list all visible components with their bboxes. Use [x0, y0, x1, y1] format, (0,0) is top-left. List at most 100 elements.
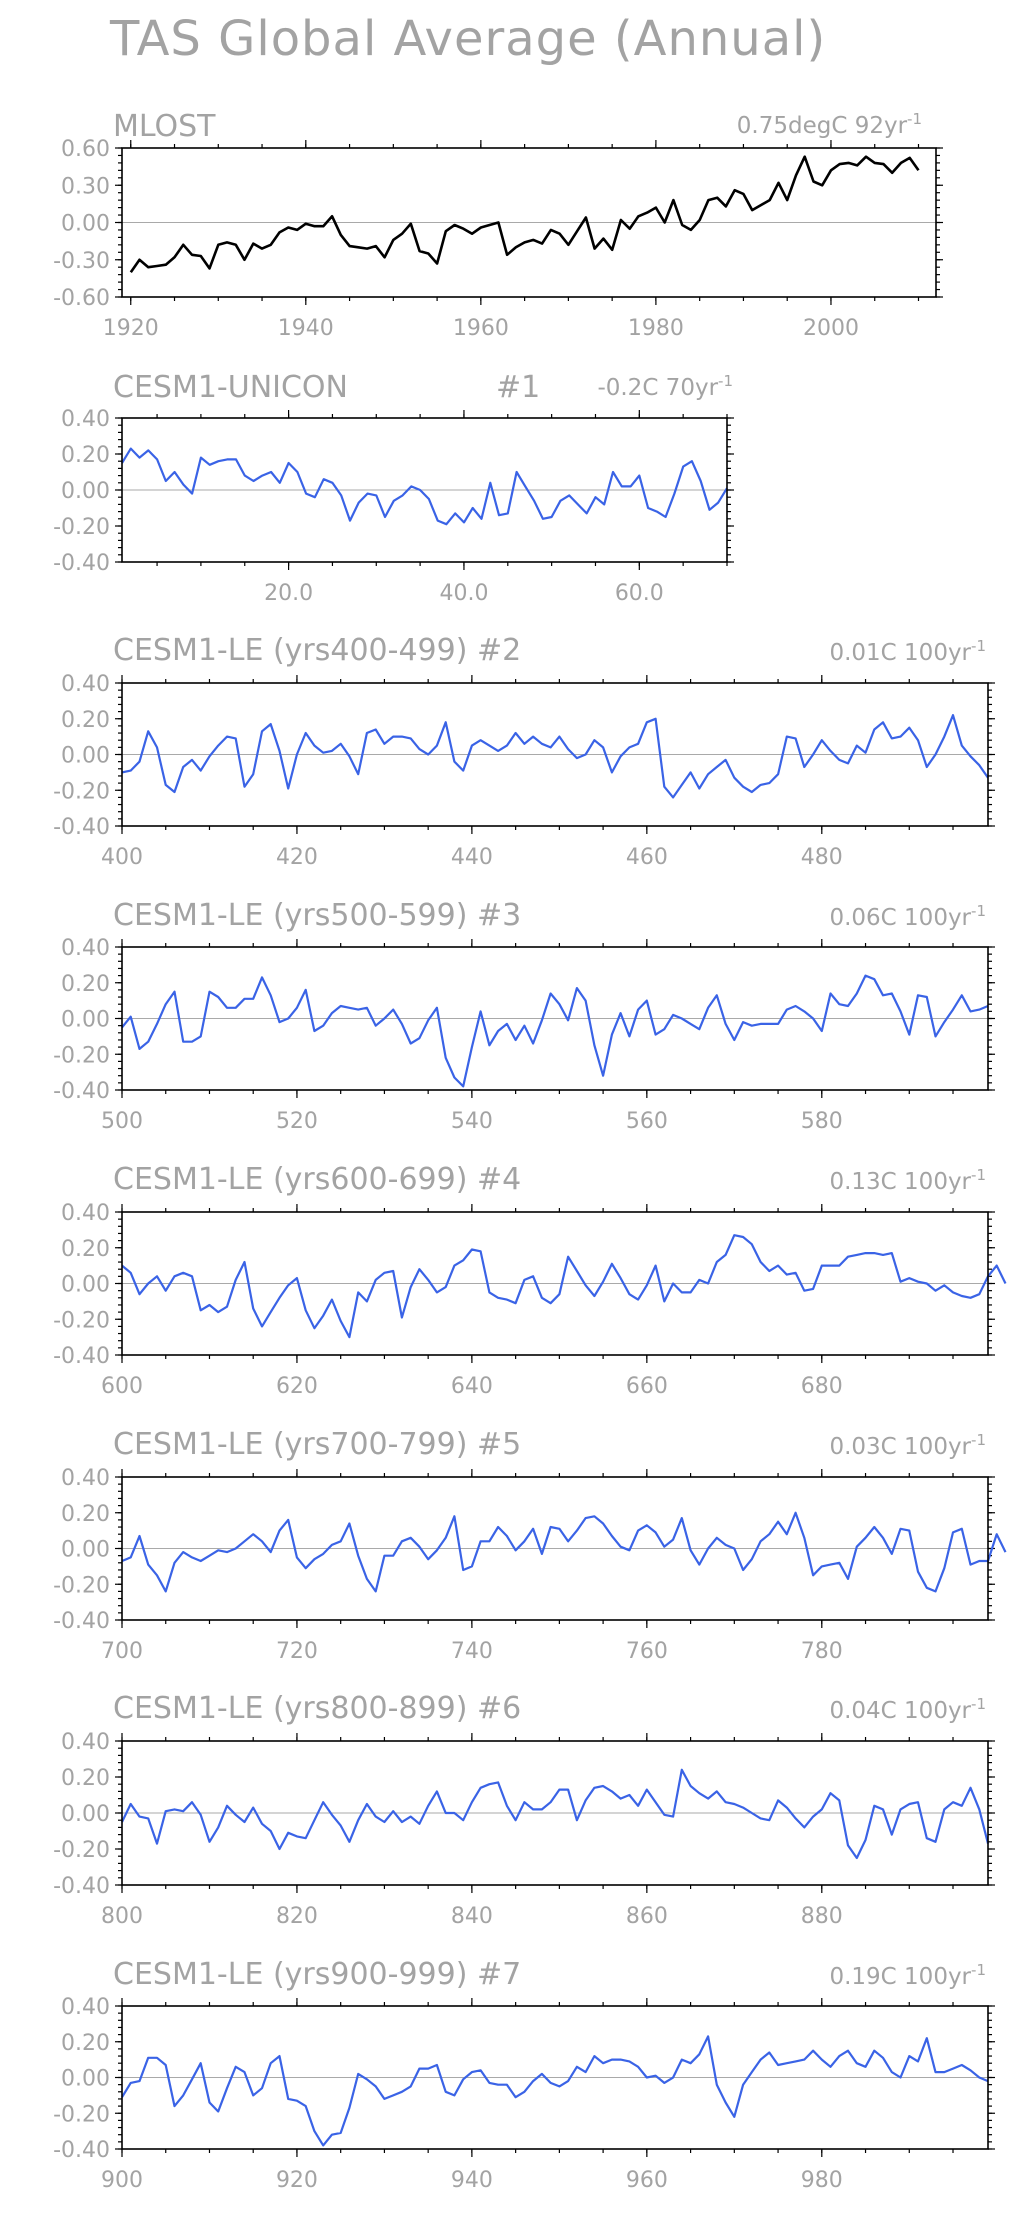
x-tick-label: 880 — [801, 1904, 843, 1929]
y-tick-label: 0.40 — [61, 672, 110, 697]
trend-label: 0.19C 100yr-1 — [829, 1961, 986, 1990]
panel-title: CESM1-LE (yrs800-899) #6 — [113, 1691, 521, 1726]
y-tick-label: -0.60 — [53, 286, 110, 311]
panel-title: MLOST — [113, 109, 216, 144]
x-tick-label: 840 — [451, 1904, 493, 1929]
trend-label: 0.04C 100yr-1 — [829, 1695, 986, 1724]
y-tick-label: -0.40 — [53, 815, 110, 840]
panel-title: CESM1-LE (yrs600-699) #4 — [113, 1162, 521, 1197]
panel-title: CESM1-LE (yrs500-599) #3 — [113, 898, 521, 933]
trend-label: 0.03C 100yr-1 — [829, 1431, 986, 1460]
plot-frame — [121, 682, 989, 827]
x-tick-label: 680 — [801, 1374, 843, 1399]
series-line — [121, 974, 989, 1088]
y-tick-label: -0.40 — [53, 1079, 110, 1104]
y-tick-label: 0.00 — [61, 1538, 110, 1563]
y-tick-label: -0.40 — [53, 1609, 110, 1634]
run-label: #1 — [496, 370, 540, 405]
plot-frame — [121, 946, 989, 1091]
plot-frame — [121, 417, 728, 563]
x-tick-label: 900 — [101, 2168, 143, 2193]
series-line — [121, 1768, 990, 1860]
y-tick-label: 0.00 — [61, 2067, 110, 2092]
y-tick-label: 0.20 — [61, 1237, 110, 1262]
x-tick-label: 580 — [801, 1109, 843, 1134]
trend-label: 0.06C 100yr-1 — [829, 902, 986, 931]
series-line — [121, 2035, 989, 2147]
x-tick-label: 640 — [451, 1374, 493, 1399]
x-tick-label: 960 — [626, 2168, 668, 2193]
x-tick-label: 740 — [451, 1639, 493, 1664]
panel-8: CESM1-LE (yrs900-999) #7 0.19C 100yr-1 0.4… — [53, 1957, 995, 2193]
series-line — [121, 1234, 1007, 1339]
y-tick-label: 0.00 — [61, 212, 110, 237]
y-tick-label: 0.30 — [61, 174, 110, 199]
x-tick-label: 860 — [626, 1904, 668, 1929]
y-tick-label: -0.40 — [53, 1874, 110, 1899]
x-tick-label: 20.0 — [264, 581, 313, 606]
plot-frame — [121, 1476, 989, 1621]
y-tick-label: -0.20 — [53, 1043, 110, 1068]
x-tick-label: 420 — [276, 845, 318, 870]
panel-3: CESM1-LE (yrs400-499) #2 0.01C 100yr-1 0.4… — [53, 633, 995, 870]
x-tick-label: 620 — [276, 1374, 318, 1399]
series-line — [121, 447, 728, 526]
x-tick-label: 480 — [801, 845, 843, 870]
x-tick-label: 60.0 — [615, 581, 664, 606]
panel-2: CESM1-UNICON #1 -0.2C 70yr-1 0.40 0.20 0.00 -0… — [53, 370, 734, 606]
trend-label: 0.75degC 92yr-1 — [737, 110, 922, 139]
y-tick-label: 0.60 — [61, 137, 110, 162]
panel-1: MLOST 0.75degC 92yr-1 0.60 0.30 0.00 -0.30 -0.… — [53, 109, 943, 341]
panel-7: CESM1-LE (yrs800-899) #6 0.04C 100yr-1 0.4… — [53, 1691, 995, 1929]
y-tick-label: 0.40 — [61, 1201, 110, 1226]
panel-title: CESM1-LE (yrs400-499) #2 — [113, 633, 521, 668]
panel-title: CESM1-UNICON — [113, 370, 348, 405]
y-tick-label: -0.30 — [53, 249, 110, 274]
x-tick-label: 940 — [451, 2168, 493, 2193]
y-tick-label: -0.20 — [53, 1308, 110, 1333]
x-tick-label: 660 — [626, 1374, 668, 1399]
y-tick-label: -0.20 — [53, 1838, 110, 1863]
y-tick-label: 0.40 — [61, 1730, 110, 1755]
x-tick-label: 780 — [801, 1639, 843, 1664]
panel-title: CESM1-LE (yrs900-999) #7 — [113, 1957, 521, 1992]
x-tick-label: 460 — [626, 845, 668, 870]
y-tick-label: 0.00 — [61, 479, 110, 504]
x-tick-label: 440 — [451, 845, 493, 870]
panel-5: CESM1-LE (yrs600-699) #4 0.13C 100yr-1 0.4… — [53, 1162, 1007, 1399]
y-tick-label: 0.00 — [61, 1273, 110, 1298]
y-tick-label: 0.40 — [61, 407, 110, 432]
y-tick-label: -0.20 — [53, 2102, 110, 2127]
y-tick-label: -0.20 — [53, 1573, 110, 1598]
x-tick-label: 800 — [101, 1904, 143, 1929]
panel-4: CESM1-LE (yrs500-599) #3 0.06C 100yr-1 0.4… — [53, 898, 995, 1134]
y-tick-label: 0.20 — [61, 708, 110, 733]
plot-frame — [121, 1740, 989, 1886]
x-tick-label: 1920 — [103, 316, 159, 341]
y-tick-label: 0.00 — [61, 1802, 110, 1827]
plot-frame — [121, 147, 937, 298]
x-tick-label: 2000 — [803, 316, 859, 341]
x-tick-label: 1940 — [278, 316, 334, 341]
y-tick-label: 0.20 — [61, 2031, 110, 2056]
x-tick-label: 820 — [276, 1904, 318, 1929]
y-tick-label: 0.00 — [61, 744, 110, 769]
plot-frame — [121, 1211, 989, 1356]
series-line — [129, 155, 920, 273]
x-tick-label: 700 — [101, 1639, 143, 1664]
series-line — [121, 1511, 1007, 1593]
y-tick-label: 0.20 — [61, 972, 110, 997]
x-tick-label: 520 — [276, 1109, 318, 1134]
y-tick-label: 0.20 — [61, 443, 110, 468]
x-tick-label: 540 — [451, 1109, 493, 1134]
y-tick-label: 0.20 — [61, 1766, 110, 1791]
panel-6: CESM1-LE (yrs700-799) #5 0.03C 100yr-1 0.4… — [53, 1427, 1007, 1664]
x-tick-label: 920 — [276, 2168, 318, 2193]
y-tick-label: 0.20 — [61, 1502, 110, 1527]
trend-label: 0.01C 100yr-1 — [829, 637, 986, 666]
y-tick-label: -0.40 — [53, 551, 110, 576]
x-tick-label: 980 — [801, 2168, 843, 2193]
plot-frame — [121, 2005, 989, 2150]
y-tick-label: 0.40 — [61, 1466, 110, 1491]
